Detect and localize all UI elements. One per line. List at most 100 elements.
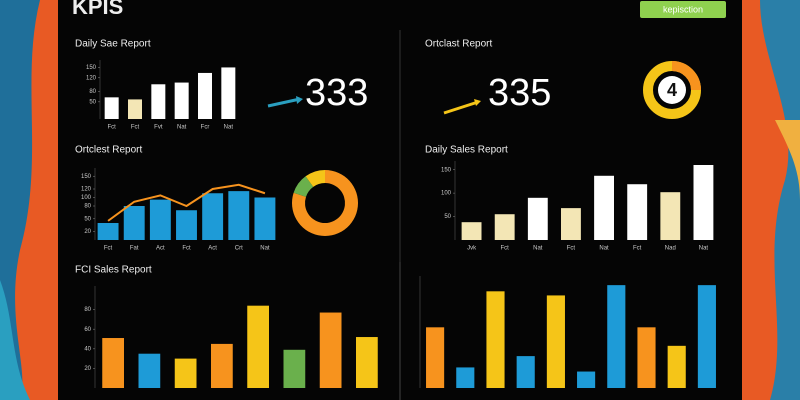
button[interactable] xyxy=(640,1,726,18)
chart-title: Daily Sales Report xyxy=(425,145,508,156)
kpi-value: 333 xyxy=(305,72,368,114)
x-tick-label: Act xyxy=(156,246,165,252)
bar xyxy=(697,285,716,388)
kpi-value: 335 xyxy=(488,72,551,114)
x-tick-label: Fcr xyxy=(201,125,210,131)
x-tick-label: Nad xyxy=(665,246,676,252)
x-tick-label: Fct xyxy=(182,246,191,252)
bar xyxy=(221,67,236,119)
bar xyxy=(627,184,648,240)
bar xyxy=(149,199,171,240)
chart-title: Daily Sae Report xyxy=(75,39,151,50)
y-tick-label: 50 xyxy=(89,99,96,105)
bar xyxy=(561,208,581,240)
bar xyxy=(577,371,596,388)
bar xyxy=(546,295,565,388)
bar xyxy=(247,305,269,388)
bar xyxy=(486,291,505,388)
y-tick-label: 50 xyxy=(444,214,451,220)
pie-slice xyxy=(292,170,359,237)
bar xyxy=(426,327,445,388)
y-tick-label: 50 xyxy=(84,216,91,222)
bar xyxy=(202,193,224,240)
section-title: Ortclast Report xyxy=(425,39,492,50)
page-title: KPIS xyxy=(72,0,123,19)
arrow xyxy=(296,96,303,104)
x-tick-label: Nat xyxy=(599,246,609,252)
decor-right xyxy=(775,120,800,200)
y-tick-label: 40 xyxy=(84,346,91,352)
bar xyxy=(527,197,548,240)
chart-title: Ortclest Report xyxy=(75,145,142,156)
bar xyxy=(198,72,212,119)
bar xyxy=(104,97,119,119)
arrow xyxy=(267,97,301,108)
x-tick-label: Fct xyxy=(567,246,576,252)
x-tick-label: Fct xyxy=(633,246,642,252)
bar xyxy=(174,358,197,388)
decor-left xyxy=(0,280,30,400)
y-tick-label: 20 xyxy=(84,366,91,372)
arrow xyxy=(474,99,481,106)
pie-slice xyxy=(305,170,325,187)
bar xyxy=(637,327,656,388)
bar xyxy=(123,206,145,240)
x-tick-label: Fat xyxy=(130,246,139,252)
bar xyxy=(211,343,233,388)
arrow xyxy=(443,100,479,115)
bar xyxy=(97,223,119,240)
x-tick-label: Nat xyxy=(533,246,543,252)
y-tick-label: 100 xyxy=(441,191,452,197)
x-tick-label: Fct xyxy=(131,125,140,131)
y-tick-label: 80 xyxy=(84,204,91,210)
line xyxy=(107,183,266,222)
gauge xyxy=(671,61,701,91)
x-tick-label: Act xyxy=(208,246,217,252)
pie-slice xyxy=(293,176,314,197)
bar xyxy=(516,356,535,388)
bar xyxy=(660,192,681,240)
bar xyxy=(138,353,161,388)
decor-left xyxy=(0,0,40,400)
y-tick-label: 150 xyxy=(86,65,97,71)
bar xyxy=(456,367,475,388)
y-tick-label: 150 xyxy=(81,174,92,180)
bar xyxy=(607,285,626,388)
y-tick-label: 120 xyxy=(81,187,92,193)
bar xyxy=(319,312,342,388)
gauge-center xyxy=(658,76,686,104)
x-tick-label: Jvk xyxy=(467,246,477,252)
x-tick-label: Fct xyxy=(104,246,113,252)
button-label[interactable]: kepisction xyxy=(663,4,703,14)
x-tick-label: Fct xyxy=(501,246,510,252)
y-tick-label: 20 xyxy=(84,229,91,235)
bar xyxy=(176,210,197,240)
kpi-value: 4 xyxy=(667,80,677,100)
y-tick-label: 120 xyxy=(86,75,97,81)
bar xyxy=(151,84,166,119)
x-tick-label: Nat xyxy=(699,246,709,252)
y-tick-label: 80 xyxy=(84,307,91,313)
bar xyxy=(128,99,142,119)
bar xyxy=(102,338,124,388)
y-tick-label: 60 xyxy=(84,327,91,333)
x-tick-label: Nat xyxy=(260,246,270,252)
chart-title: FCI Sales Report xyxy=(75,265,152,276)
y-tick-label: 100 xyxy=(81,195,92,201)
bar xyxy=(667,345,686,388)
bar xyxy=(254,197,276,240)
bar xyxy=(461,222,482,240)
bar xyxy=(594,175,614,240)
x-tick-label: Crt xyxy=(235,246,243,252)
bar xyxy=(283,349,306,388)
bar xyxy=(693,165,714,240)
x-tick-label: Fvt xyxy=(154,125,163,131)
decor-right xyxy=(760,0,800,400)
x-tick-label: Fct xyxy=(107,125,116,131)
bar xyxy=(494,214,515,240)
bar xyxy=(356,337,378,388)
x-tick-label: Nat xyxy=(177,125,187,131)
y-tick-label: 150 xyxy=(441,167,452,173)
